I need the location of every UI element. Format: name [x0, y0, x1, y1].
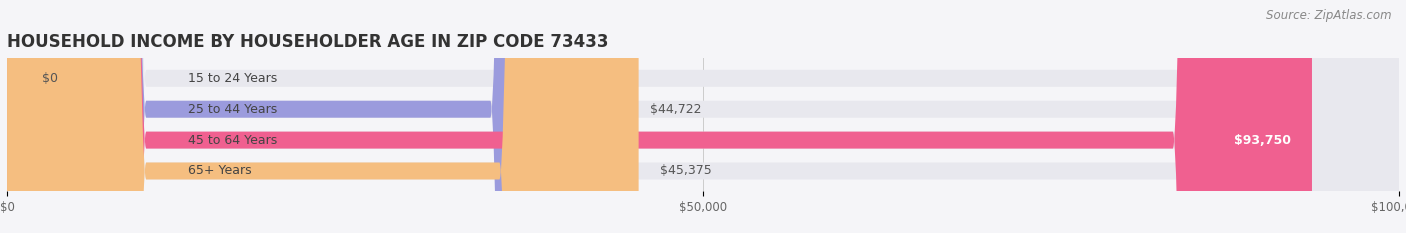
Text: HOUSEHOLD INCOME BY HOUSEHOLDER AGE IN ZIP CODE 73433: HOUSEHOLD INCOME BY HOUSEHOLDER AGE IN Z… [7, 33, 609, 51]
FancyBboxPatch shape [7, 0, 1312, 233]
Text: 45 to 64 Years: 45 to 64 Years [188, 134, 277, 147]
Text: $93,750: $93,750 [1234, 134, 1291, 147]
FancyBboxPatch shape [7, 0, 1399, 233]
Text: $45,375: $45,375 [659, 164, 711, 178]
FancyBboxPatch shape [7, 0, 630, 233]
Text: $0: $0 [42, 72, 58, 85]
Text: 15 to 24 Years: 15 to 24 Years [188, 72, 277, 85]
FancyBboxPatch shape [7, 0, 638, 233]
Text: 25 to 44 Years: 25 to 44 Years [188, 103, 277, 116]
Text: $44,722: $44,722 [651, 103, 702, 116]
Text: 65+ Years: 65+ Years [188, 164, 252, 178]
FancyBboxPatch shape [7, 0, 1399, 233]
FancyBboxPatch shape [7, 0, 1399, 233]
Text: Source: ZipAtlas.com: Source: ZipAtlas.com [1267, 9, 1392, 22]
FancyBboxPatch shape [7, 0, 1399, 233]
